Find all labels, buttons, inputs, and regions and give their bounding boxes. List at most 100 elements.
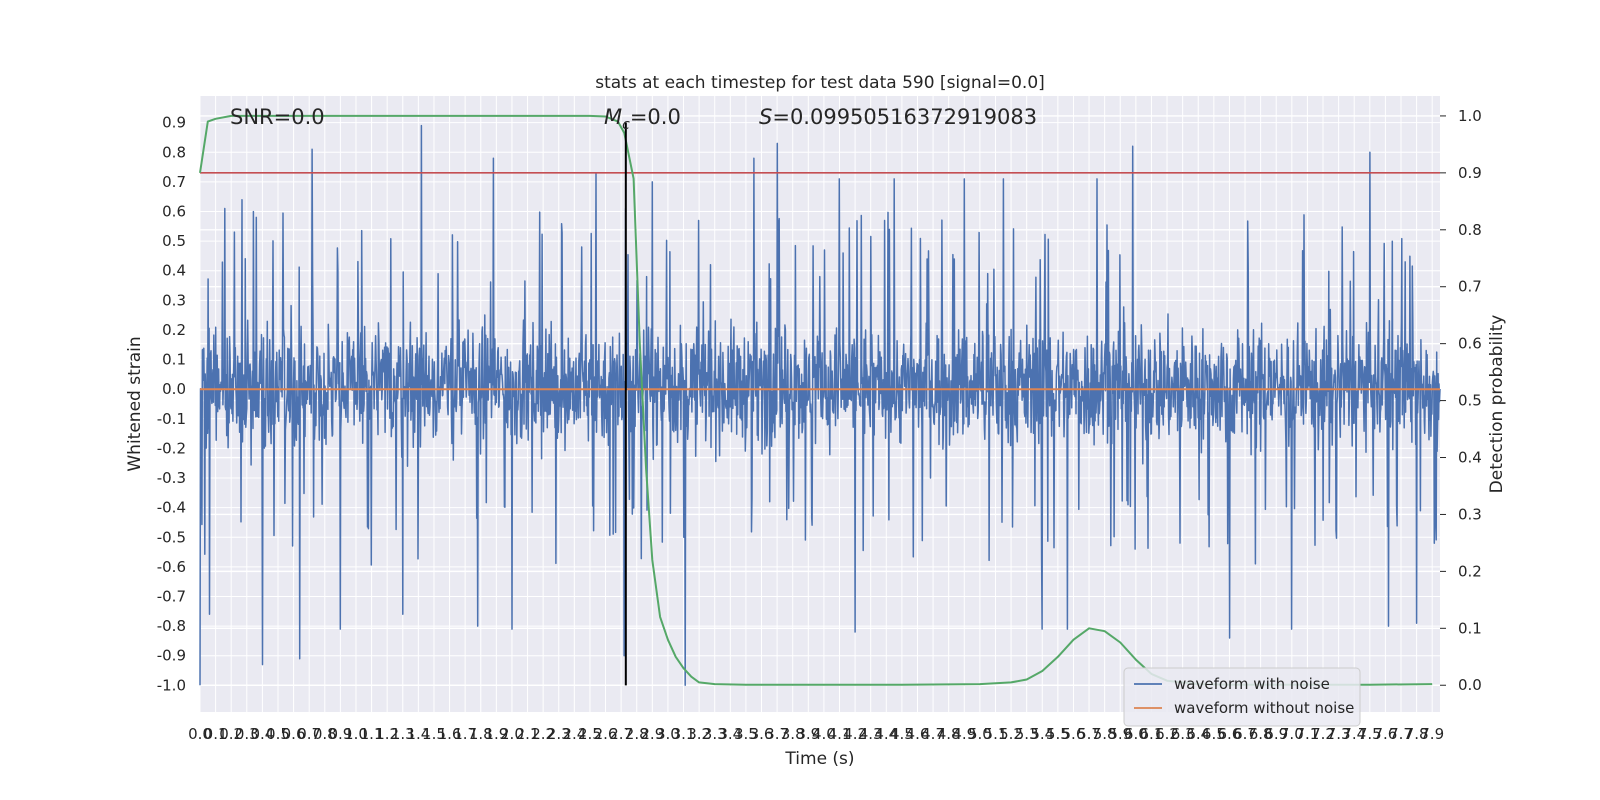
x-tick-label: 3.5 xyxy=(734,725,758,743)
x-tick-label: 0.9 xyxy=(328,725,352,743)
y-right-tick-label: 0.9 xyxy=(1458,164,1482,182)
x-tick-label: 4.0 xyxy=(812,725,836,743)
x-tick-label: 6.2 xyxy=(1155,725,1179,743)
series-lines xyxy=(199,114,1440,686)
x-tick-label: 5.7 xyxy=(1077,725,1101,743)
x-tick-label: 2.5 xyxy=(578,725,602,743)
x-tick-label: 0.0 xyxy=(188,725,212,743)
x-tick-label: 6.6 xyxy=(1218,725,1242,743)
x-tick-label: 3.3 xyxy=(703,725,727,743)
x-axis-label: Time (s) xyxy=(784,749,854,769)
y-right-tick-label: 0.4 xyxy=(1458,449,1482,467)
x-tick-label: 4.4 xyxy=(874,725,898,743)
x-tick-label: 4.8 xyxy=(937,725,961,743)
y-right-tick-label: 0.6 xyxy=(1458,335,1482,353)
legend-box xyxy=(1123,667,1361,727)
x-tick-label: 2.3 xyxy=(547,725,571,743)
x-tick-label: 6.8 xyxy=(1249,725,1273,743)
y-left-tick-label: -0.4 xyxy=(157,499,186,517)
y-right-tick-label: 0.3 xyxy=(1458,505,1482,523)
x-tick-label: 4.6 xyxy=(906,725,930,743)
y-right-tick-label: 0.8 xyxy=(1458,221,1482,239)
y-left-tick-label: -0.8 xyxy=(157,617,186,635)
y-left-tick-label: -1.0 xyxy=(157,676,186,694)
snr-annotation: SNR=0.0 xyxy=(230,105,325,129)
x-tick-label: 1.8 xyxy=(469,725,493,743)
x-tick-label: 1.4 xyxy=(406,725,430,743)
y-left-tick-label: 0.3 xyxy=(162,291,186,309)
x-tick-label: 2.1 xyxy=(516,725,540,743)
x-tick-label: 0.4 xyxy=(250,725,274,743)
x-tick-label: 0.5 xyxy=(266,725,290,743)
x-tick-label: 7.8 xyxy=(1405,725,1429,743)
x-tick-label: 0.7 xyxy=(297,725,321,743)
x-tick-label: 6.3 xyxy=(1171,725,1195,743)
x-axis-ticks: 0.00.10.20.30.40.50.60.70.80.91.01.11.21… xyxy=(188,725,1444,743)
legend-label-waveform-with-noise: waveform with noise xyxy=(1174,675,1330,693)
x-tick-label: 2.9 xyxy=(640,725,664,743)
legend: waveform with noise waveform without noi… xyxy=(1123,667,1361,727)
y-right-tick-label: 0.5 xyxy=(1458,392,1482,410)
x-tick-label: 7.3 xyxy=(1327,725,1351,743)
y-left-tick-label: -0.5 xyxy=(157,528,186,546)
x-tick-label: 7.2 xyxy=(1311,725,1335,743)
s-symbol: S xyxy=(759,105,772,129)
x-tick-label: 1.7 xyxy=(453,725,477,743)
x-tick-label: 1.5 xyxy=(422,725,446,743)
y-left-tick-label: 0.5 xyxy=(162,232,186,250)
x-tick-label: 4.5 xyxy=(890,725,914,743)
y-axis-right-label: Detection probability xyxy=(1487,315,1507,494)
x-tick-label: 5.0 xyxy=(968,725,992,743)
x-tick-label: 3.9 xyxy=(796,725,820,743)
x-tick-label: 7.5 xyxy=(1358,725,1382,743)
y-right-tick-label: 0.2 xyxy=(1458,562,1482,580)
x-tick-label: 2.7 xyxy=(609,725,633,743)
x-tick-label: 5.6 xyxy=(1062,725,1086,743)
y-left-tick-label: -0.9 xyxy=(157,647,186,665)
legend-label-waveform-without-noise: waveform without noise xyxy=(1174,699,1354,717)
y-left-tick-label: -0.3 xyxy=(157,469,186,487)
x-tick-label: 1.2 xyxy=(375,725,399,743)
x-tick-label: 3.7 xyxy=(765,725,789,743)
x-tick-label: 6.7 xyxy=(1233,725,1257,743)
y-left-tick-label: 0.7 xyxy=(162,173,186,191)
y-left-tick-label: 0.4 xyxy=(162,262,186,280)
x-tick-label: 0.2 xyxy=(219,725,243,743)
x-tick-label: 3.6 xyxy=(750,725,774,743)
x-tick-label: 2.6 xyxy=(594,725,618,743)
y-left-tick-label: 0.9 xyxy=(162,114,186,132)
y-right-tick-label: 0.1 xyxy=(1458,619,1482,637)
y-right-tick-label: 1.0 xyxy=(1458,107,1482,125)
x-tick-label: 5.4 xyxy=(1030,725,1054,743)
s-annotation: S=0.09950516372919083 xyxy=(759,105,1037,129)
x-tick-label: 7.9 xyxy=(1420,725,1444,743)
x-tick-label: 4.1 xyxy=(828,725,852,743)
x-tick-label: 3.2 xyxy=(687,725,711,743)
series-waveform-with-noise xyxy=(199,124,1441,687)
x-tick-label: 5.1 xyxy=(984,725,1008,743)
x-tick-label: 0.6 xyxy=(282,725,306,743)
x-tick-label: 2.4 xyxy=(562,725,586,743)
x-tick-label: 3.1 xyxy=(672,725,696,743)
chirp-mass-value: =0.0 xyxy=(630,105,681,129)
y-left-tick-label: 0.2 xyxy=(162,321,186,339)
x-tick-label: 7.6 xyxy=(1373,725,1397,743)
x-tick-label: 6.0 xyxy=(1124,725,1148,743)
y-left-tick-label: 0.1 xyxy=(162,351,186,369)
y-left-tick-label: -0.2 xyxy=(157,439,186,457)
x-tick-label: 1.0 xyxy=(344,725,368,743)
x-tick-label: 3.8 xyxy=(781,725,805,743)
x-tick-label: 5.8 xyxy=(1093,725,1117,743)
x-tick-label: 2.8 xyxy=(625,725,649,743)
x-tick-label: 5.2 xyxy=(999,725,1023,743)
y-right-tick-label: 0.0 xyxy=(1458,676,1482,694)
x-tick-label: 6.9 xyxy=(1264,725,1288,743)
x-tick-label: 6.5 xyxy=(1202,725,1226,743)
x-tick-label: 2.2 xyxy=(531,725,555,743)
x-tick-label: 6.1 xyxy=(1140,725,1164,743)
x-tick-label: 1.1 xyxy=(360,725,384,743)
chirp-mass-annotation: Mc=0.0 xyxy=(604,105,681,133)
x-tick-label: 6.4 xyxy=(1186,725,1210,743)
x-tick-label: 0.1 xyxy=(204,725,228,743)
